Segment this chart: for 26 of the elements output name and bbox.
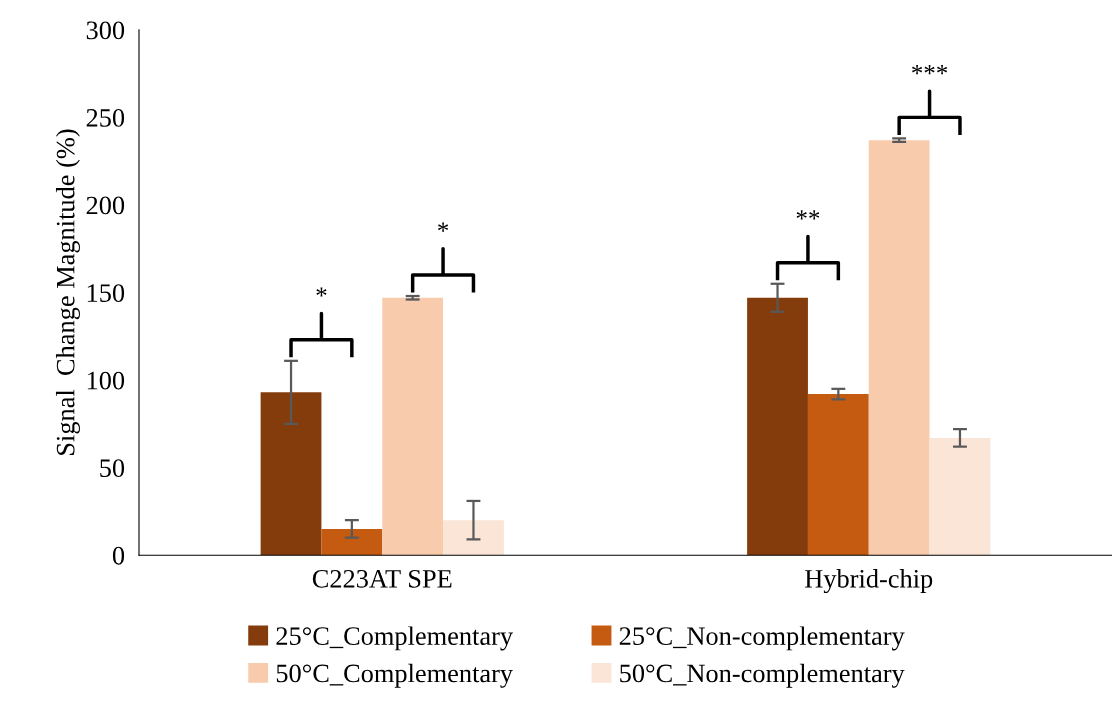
bar xyxy=(929,437,991,556)
y-tick-label: 200 xyxy=(86,196,125,215)
annotation: * xyxy=(316,287,327,297)
bar xyxy=(443,520,504,556)
bar xyxy=(260,392,322,556)
bar xyxy=(868,140,930,556)
legend-label: 25°C_Non-complementary xyxy=(619,626,905,651)
y-tick-label: 250 xyxy=(86,108,125,127)
legend-label: 25°C_Complementary xyxy=(276,626,513,651)
x-tick-label: C223AT SPE xyxy=(312,569,452,588)
annotation: * xyxy=(438,222,449,232)
y-axis-title: Signal Change Magnitude (%) xyxy=(55,129,80,455)
x-tick-label: Hybrid-chip xyxy=(805,569,933,594)
bar xyxy=(382,297,444,556)
y-tick-label: 0 xyxy=(112,546,125,565)
y-tick-label: 300 xyxy=(86,21,125,40)
bar xyxy=(807,394,869,556)
y-tick-label: 50 xyxy=(100,459,125,478)
bar xyxy=(747,297,808,556)
legend-label: 50°C_Non-complementary xyxy=(620,663,905,688)
y-tick-label: 150 xyxy=(87,284,125,302)
y-tick-label: 100 xyxy=(87,371,125,390)
legend-label: 50°C_Complementary xyxy=(276,663,513,688)
annotation: ** xyxy=(796,210,820,220)
bar xyxy=(321,528,383,556)
annotation: *** xyxy=(912,65,948,75)
